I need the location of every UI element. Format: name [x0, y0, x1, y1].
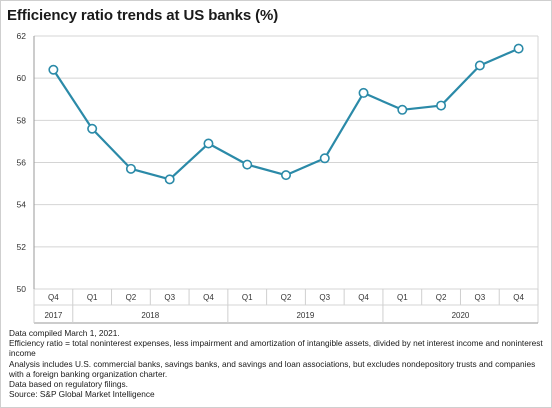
data-point [203, 138, 214, 149]
data-point [474, 60, 485, 71]
y-tick-label: 60 [17, 73, 27, 83]
data-point [242, 159, 253, 170]
y-tick-label: 52 [17, 242, 27, 252]
y-tick-label: 58 [17, 115, 27, 125]
y-tick-label: 54 [17, 200, 27, 210]
x-tick-label: Q1 [397, 293, 408, 302]
note-data-basis: Data based on regulatory filings. [9, 379, 128, 390]
year-label: 2020 [452, 311, 470, 320]
x-tick-label: Q4 [48, 293, 59, 302]
data-point [513, 43, 524, 54]
note-source: Source: S&P Global Market Intelligence [9, 389, 155, 400]
y-tick-label: 50 [17, 284, 27, 294]
x-tick-label: Q2 [436, 293, 447, 302]
grid-lines [34, 35, 538, 290]
data-point [87, 123, 98, 134]
x-tick-label: Q3 [164, 293, 175, 302]
x-tick-label: Q4 [358, 293, 369, 302]
x-tick-label: Q2 [281, 293, 292, 302]
x-tick-label: Q3 [475, 293, 486, 302]
data-point [436, 100, 447, 111]
year-label: 2018 [141, 311, 159, 320]
x-tick-label: Q1 [87, 293, 98, 302]
year-labels: 2017 2018 2019 2020 [33, 305, 470, 323]
y-tick-label: 56 [17, 158, 27, 168]
data-point [358, 87, 369, 98]
data-point [280, 170, 291, 181]
data-point [397, 104, 408, 115]
data-point [319, 153, 330, 164]
year-label: 2019 [296, 311, 314, 320]
x-tick-label: Q3 [319, 293, 330, 302]
note-analysis-scope: Analysis includes U.S. commercial banks,… [9, 358, 536, 379]
chart-title: Efficiency ratio trends at US banks (%) [7, 7, 279, 24]
note-data-compiled: Data compiled March 1, 2021. [9, 328, 120, 338]
x-tick-label: Q4 [513, 293, 524, 302]
data-point [164, 174, 175, 185]
x-tick-label: Q4 [203, 293, 214, 302]
series-line [52, 47, 520, 181]
note-definition: Efficiency ratio = total noninterest exp… [9, 338, 543, 359]
y-tick-label: 62 [17, 31, 27, 41]
x-tick-label: Q2 [126, 293, 137, 302]
x-tick-labels: Q4 Q1 Q2 Q3 Q4 Q1 Q2 Q3 Q4 Q1 Q2 Q3 Q4 [48, 293, 524, 302]
data-point [48, 64, 59, 75]
year-label: 2017 [44, 311, 62, 320]
footnotes: Data compiled March 1, 2021. Efficiency … [9, 328, 543, 399]
data-point [125, 163, 136, 174]
axes [33, 36, 539, 324]
x-tick-label: Q1 [242, 293, 253, 302]
y-tick-labels: 50 52 54 56 58 60 62 [17, 31, 27, 294]
series [48, 43, 524, 185]
